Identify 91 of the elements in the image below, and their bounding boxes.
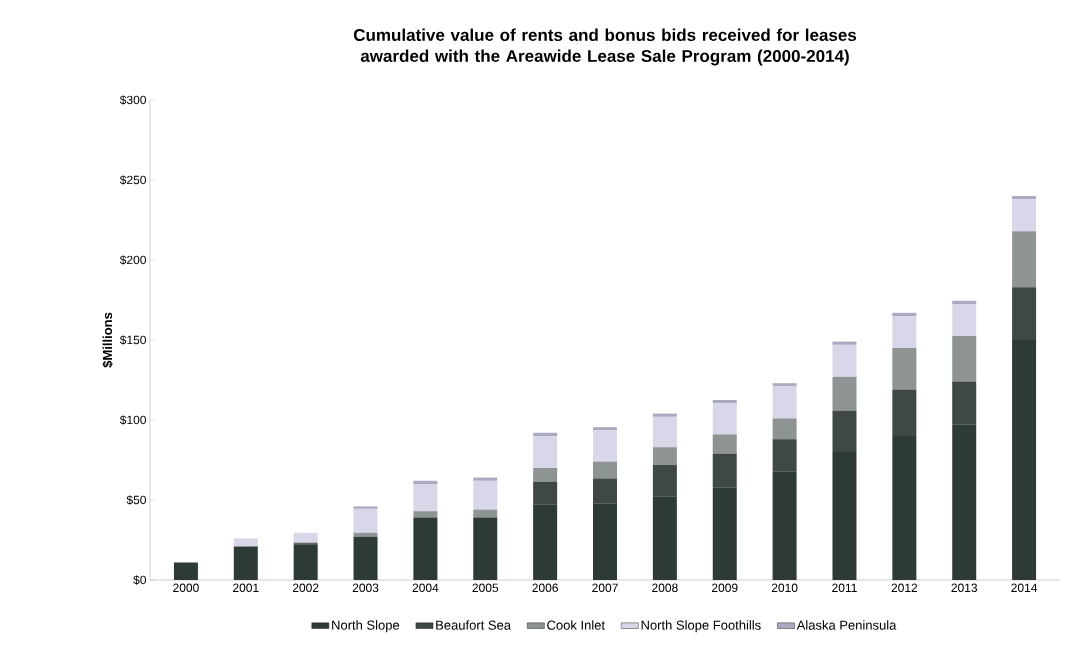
bar (892, 389, 917, 436)
bar (892, 436, 917, 580)
y-tick-label: $300 (119, 95, 146, 105)
bar (832, 344, 857, 377)
x-tick-label: 2013 (951, 583, 978, 593)
bar (1012, 287, 1037, 340)
bar (712, 453, 737, 488)
bar (533, 436, 558, 468)
bar (593, 461, 618, 479)
x-tick-label: 2008 (652, 583, 678, 593)
bar (832, 376, 857, 411)
bar (173, 562, 198, 580)
legend-label: North Slope (332, 620, 400, 633)
x-tick-label: 2005 (472, 583, 499, 593)
chart-title: Cumulative value of rents and bonus bids received for leases awarded with the Areawide Lease Sale Program (2000-2014) (353, 28, 857, 66)
bar (353, 508, 378, 533)
bar (1012, 340, 1037, 580)
bar (533, 504, 558, 580)
bar (593, 478, 618, 504)
bar (712, 487, 737, 580)
bar (832, 452, 857, 580)
bar (772, 439, 797, 472)
x-tick-label: 2001 (233, 583, 259, 593)
bar (293, 544, 318, 580)
bar (952, 381, 977, 425)
bar (353, 506, 378, 509)
bar (1012, 196, 1037, 200)
y-tick-label: $250 (119, 175, 146, 185)
legend-label: Cook Inlet (547, 620, 605, 630)
x-tick-label: 2004 (412, 583, 439, 593)
bar (413, 511, 438, 518)
bar (473, 517, 498, 580)
bar (233, 538, 258, 547)
bar (233, 546, 258, 580)
bar (413, 480, 438, 484)
bar (952, 300, 977, 304)
bar (712, 434, 737, 454)
x-tick-label: 2014 (1011, 583, 1038, 593)
legend-label: North Slope Foothills (641, 620, 761, 633)
bar (353, 532, 378, 537)
bar (892, 312, 917, 316)
bar (892, 316, 917, 348)
bar (652, 447, 677, 465)
bar (293, 532, 318, 543)
x-tick-label: 2010 (771, 583, 798, 593)
bar (652, 416, 677, 448)
bar (712, 403, 737, 435)
bar (772, 383, 797, 387)
bar (593, 503, 618, 580)
bar (652, 496, 677, 580)
x-tick-label: 2002 (292, 583, 319, 593)
bar (473, 477, 498, 481)
bar (413, 517, 438, 580)
x-tick-label: 2011 (832, 583, 857, 593)
bar (772, 471, 797, 580)
y-tick-label: $150 (119, 335, 146, 345)
y-tick-label: $0 (133, 575, 146, 585)
bar (473, 509, 498, 518)
bar (593, 427, 618, 431)
x-tick-label: 2006 (532, 583, 558, 593)
bar (772, 386, 797, 419)
bar (772, 418, 797, 440)
bar (832, 410, 857, 452)
bar (832, 341, 857, 345)
bar (1012, 231, 1037, 288)
bar (533, 468, 558, 482)
y-axis-title: $Millions (102, 312, 113, 368)
bar (712, 400, 737, 404)
bar (473, 480, 498, 510)
bar (652, 413, 677, 417)
bar (952, 424, 977, 580)
y-tick-label: $200 (119, 255, 146, 265)
y-tick-label: $50 (126, 495, 146, 505)
bar (413, 484, 438, 512)
bar (952, 336, 977, 382)
bar (533, 432, 558, 436)
bar (652, 464, 677, 497)
x-tick-label: 2003 (352, 583, 379, 593)
x-tick-label: 2007 (592, 583, 618, 593)
bar (892, 348, 917, 390)
bar (1012, 199, 1037, 232)
bar (593, 430, 618, 462)
y-tick-label: $100 (119, 415, 146, 425)
legend-label: Beaufort Sea (436, 620, 512, 630)
x-tick-label: 2000 (173, 583, 199, 593)
bar (533, 481, 558, 505)
legend-label: Alaska Peninsula (796, 620, 897, 630)
x-tick-label: 2012 (891, 583, 918, 593)
bar (353, 536, 378, 580)
x-tick-label: 2009 (711, 583, 738, 593)
bar (952, 304, 977, 336)
